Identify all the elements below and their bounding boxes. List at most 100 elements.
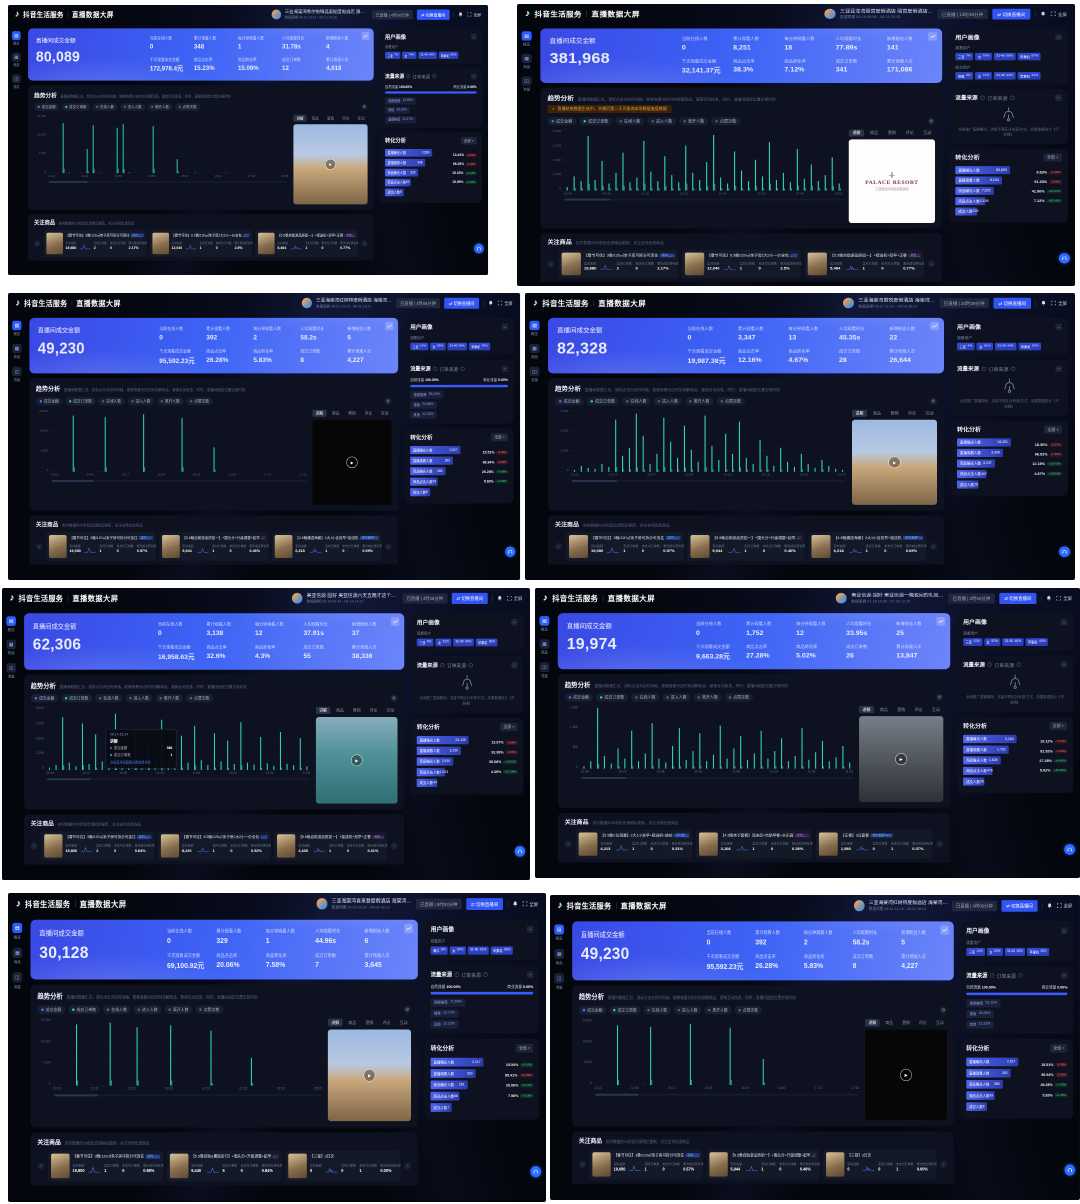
- fullscreen-button[interactable]: 全屏: [467, 12, 481, 18]
- legend-pill-leave[interactable]: 离开人数: [685, 397, 714, 406]
- play-button[interactable]: [888, 456, 901, 469]
- conversion-filter-dropdown[interactable]: 全部: [1043, 153, 1062, 162]
- product-card[interactable]: 【5.5晚C位海景】2大1小含早+接送机+旅拍实时金额Top1曝光成交率Top1…: [575, 829, 693, 859]
- product-card[interactable]: 【5.5晚自助游品质如一】+接送机+双早+正餐点击额Top1 实时金额5,464…: [804, 249, 925, 279]
- product-card[interactable]: 【5.5晚自助游品质如一】+接送机+双早+正餐点击额Top1 实时金额4,335…: [274, 831, 388, 861]
- carousel-right-arrow[interactable]: [930, 543, 938, 550]
- legend-pill-orders[interactable]: 成交订单数: [595, 693, 629, 702]
- trend-chart[interactable]: [580, 706, 854, 769]
- notification-bell-icon[interactable]: [458, 12, 463, 17]
- legend-pill-enter[interactable]: 进入人数: [133, 1005, 162, 1015]
- sidebar-item-traffic[interactable]: 流量: [529, 366, 540, 383]
- live-video-preview[interactable]: PALACE RESORT 三亚亚龙湾丽宫度假酒店: [848, 139, 936, 224]
- mini-chart-icon[interactable]: [385, 321, 394, 331]
- play-button[interactable]: [350, 754, 363, 767]
- scrollbar-thumb[interactable]: [572, 480, 617, 482]
- tab-products[interactable]: 商品: [873, 411, 881, 416]
- notification-bell-icon[interactable]: [1040, 11, 1046, 17]
- chart-scrollbar[interactable]: [48, 180, 289, 183]
- sidebar-item-overview[interactable]: 概览: [11, 31, 21, 46]
- mini-chart-icon[interactable]: [940, 925, 949, 935]
- chart-scrollbar[interactable]: [50, 480, 307, 482]
- tab-comments[interactable]: 评论: [342, 116, 350, 121]
- legend-pill-gmv[interactable]: 成交金额: [30, 694, 59, 703]
- chart-scrollbar[interactable]: [52, 1094, 323, 1097]
- conversion-filter-dropdown[interactable]: 全部: [1049, 721, 1068, 731]
- customer-service-float-button[interactable]: [1059, 546, 1070, 558]
- collapse-button[interactable]: [501, 323, 508, 330]
- customer-service-float-button[interactable]: [530, 1165, 542, 1178]
- legend-pill-online[interactable]: 在线人数: [622, 397, 651, 406]
- live-video-preview[interactable]: [865, 1029, 948, 1121]
- legend-pill-orders[interactable]: 成交订单数: [61, 103, 91, 111]
- fullscreen-button[interactable]: 全屏: [522, 900, 538, 907]
- tab-comments[interactable]: 评论: [364, 411, 373, 416]
- scrollbar-thumb[interactable]: [581, 776, 627, 779]
- conversion-filter-dropdown[interactable]: 全部: [460, 136, 477, 145]
- product-card[interactable]: 【春节可住】6.5晚/120㎡亲子房2大2小一价全包成交金额Top1 实时金额1…: [681, 249, 802, 279]
- product-card[interactable]: 【三餐】3日次 实时金额 0 实时订单数 0 未支付订单数 1 曝光成交转化率 0.00…: [823, 1149, 937, 1180]
- carousel-right-arrow[interactable]: [940, 1160, 948, 1168]
- sidebar-item-products[interactable]: 商品: [539, 639, 550, 655]
- tab-products[interactable]: 商品: [870, 130, 879, 136]
- legend-pill-likes[interactable]: 点赞次数: [716, 397, 745, 406]
- sidebar-item-products[interactable]: 商品: [11, 52, 21, 68]
- legend-pill-likes[interactable]: 点赞次数: [186, 397, 213, 406]
- legend-pill-gmv[interactable]: 成交金额: [547, 117, 577, 126]
- product-card[interactable]: 【春节可住】6.5晚/120㎡亲子房2大2小一价全包成交金额Top1 实时金额8…: [157, 831, 271, 861]
- tab-comments[interactable]: 评论: [369, 708, 378, 713]
- info-icon[interactable]: [1011, 366, 1016, 371]
- order-source-title[interactable]: 订单来源: [446, 663, 467, 669]
- tab-interaction[interactable]: 互动: [399, 1020, 408, 1025]
- tab-interaction[interactable]: 互动: [935, 1020, 944, 1026]
- info-icon[interactable]: [432, 74, 437, 79]
- sidebar-item-traffic[interactable]: 流量: [12, 972, 23, 989]
- collapse-button[interactable]: [1060, 661, 1068, 668]
- tab-interaction[interactable]: 互动: [357, 116, 365, 121]
- switch-room-button[interactable]: 切换直播间: [999, 592, 1037, 604]
- tab-comments[interactable]: 评论: [919, 1020, 927, 1026]
- info-icon[interactable]: [987, 662, 992, 667]
- scrollbar-thumb[interactable]: [49, 180, 89, 183]
- collapse-button[interactable]: [501, 365, 508, 372]
- fullscreen-button[interactable]: 全屏: [1056, 595, 1072, 601]
- info-icon[interactable]: [460, 366, 465, 371]
- tab-explain[interactable]: 讲解: [859, 705, 874, 714]
- info-icon[interactable]: [440, 662, 445, 668]
- switch-room-button[interactable]: 切换直播间: [992, 8, 1031, 20]
- mini-chart-icon[interactable]: [390, 617, 400, 626]
- tab-products[interactable]: 商品: [336, 708, 344, 713]
- carousel-left-arrow[interactable]: [547, 260, 555, 268]
- sidebar-item-products[interactable]: 商品: [12, 343, 22, 360]
- product-card[interactable]: 【5.5晚自助游品质如一】+围头分+升级调整+起早点击额Top1 实时金额5,9…: [687, 532, 805, 561]
- carousel-right-arrow[interactable]: [385, 543, 392, 550]
- product-card[interactable]: 【春节可住】3晚/120㎡亲子房可拆分可连住实时金额Top1曝光成交率Top1 …: [589, 1149, 703, 1180]
- tab-comments[interactable]: 评论: [914, 707, 923, 712]
- product-card[interactable]: 【春节可住】3晚/120㎡亲子房可拆分可连住实时金额Top1曝光成交率Top1 …: [46, 532, 156, 561]
- sidebar-item-products[interactable]: 商品: [6, 639, 16, 656]
- chart-scrollbar[interactable]: [594, 1093, 860, 1096]
- order-source-title[interactable]: 订单来源: [996, 973, 1016, 980]
- live-video-preview[interactable]: [859, 716, 944, 803]
- scrollbar-thumb[interactable]: [47, 778, 91, 781]
- fullscreen-button[interactable]: 全屏: [1051, 300, 1067, 306]
- product-card[interactable]: 【春节可住】3晚/120㎡亲子房可拆分可连住实时金额Top1曝光成交率Top1 …: [566, 532, 684, 561]
- trend-chart[interactable]: [563, 129, 843, 191]
- product-card[interactable]: 【三餐】3日次 实时金额 0 实时订单数 0 未支付订单数 1 曝光成交转化率 0.00…: [285, 1150, 401, 1182]
- legend-pill-enter[interactable]: 进入人数: [673, 1005, 702, 1015]
- live-video-preview[interactable]: [327, 1029, 412, 1122]
- mini-chart-icon[interactable]: [404, 923, 413, 934]
- legend-pill-leave[interactable]: 离开人数: [704, 1005, 732, 1015]
- customer-service-float-button[interactable]: [1064, 844, 1076, 855]
- tab-comments[interactable]: 评论: [905, 130, 914, 136]
- conversion-filter-dropdown[interactable]: 全部: [1043, 425, 1062, 434]
- chart-settings-icon[interactable]: [927, 117, 936, 125]
- product-card[interactable]: 【春节可住】3晚/120㎡亲子房可拆分可连住实时金额Top1曝光成交率Top1 …: [558, 249, 679, 279]
- trend-chart[interactable]: [52, 1019, 323, 1086]
- legend-pill-leave[interactable]: 离开人数: [693, 693, 722, 702]
- fullscreen-button[interactable]: 全屏: [507, 595, 522, 601]
- collapse-button[interactable]: [1055, 94, 1062, 101]
- legend-pill-online[interactable]: 在线人数: [98, 397, 125, 406]
- notification-bell-icon[interactable]: [512, 901, 518, 907]
- chart-settings-icon[interactable]: [939, 1006, 948, 1014]
